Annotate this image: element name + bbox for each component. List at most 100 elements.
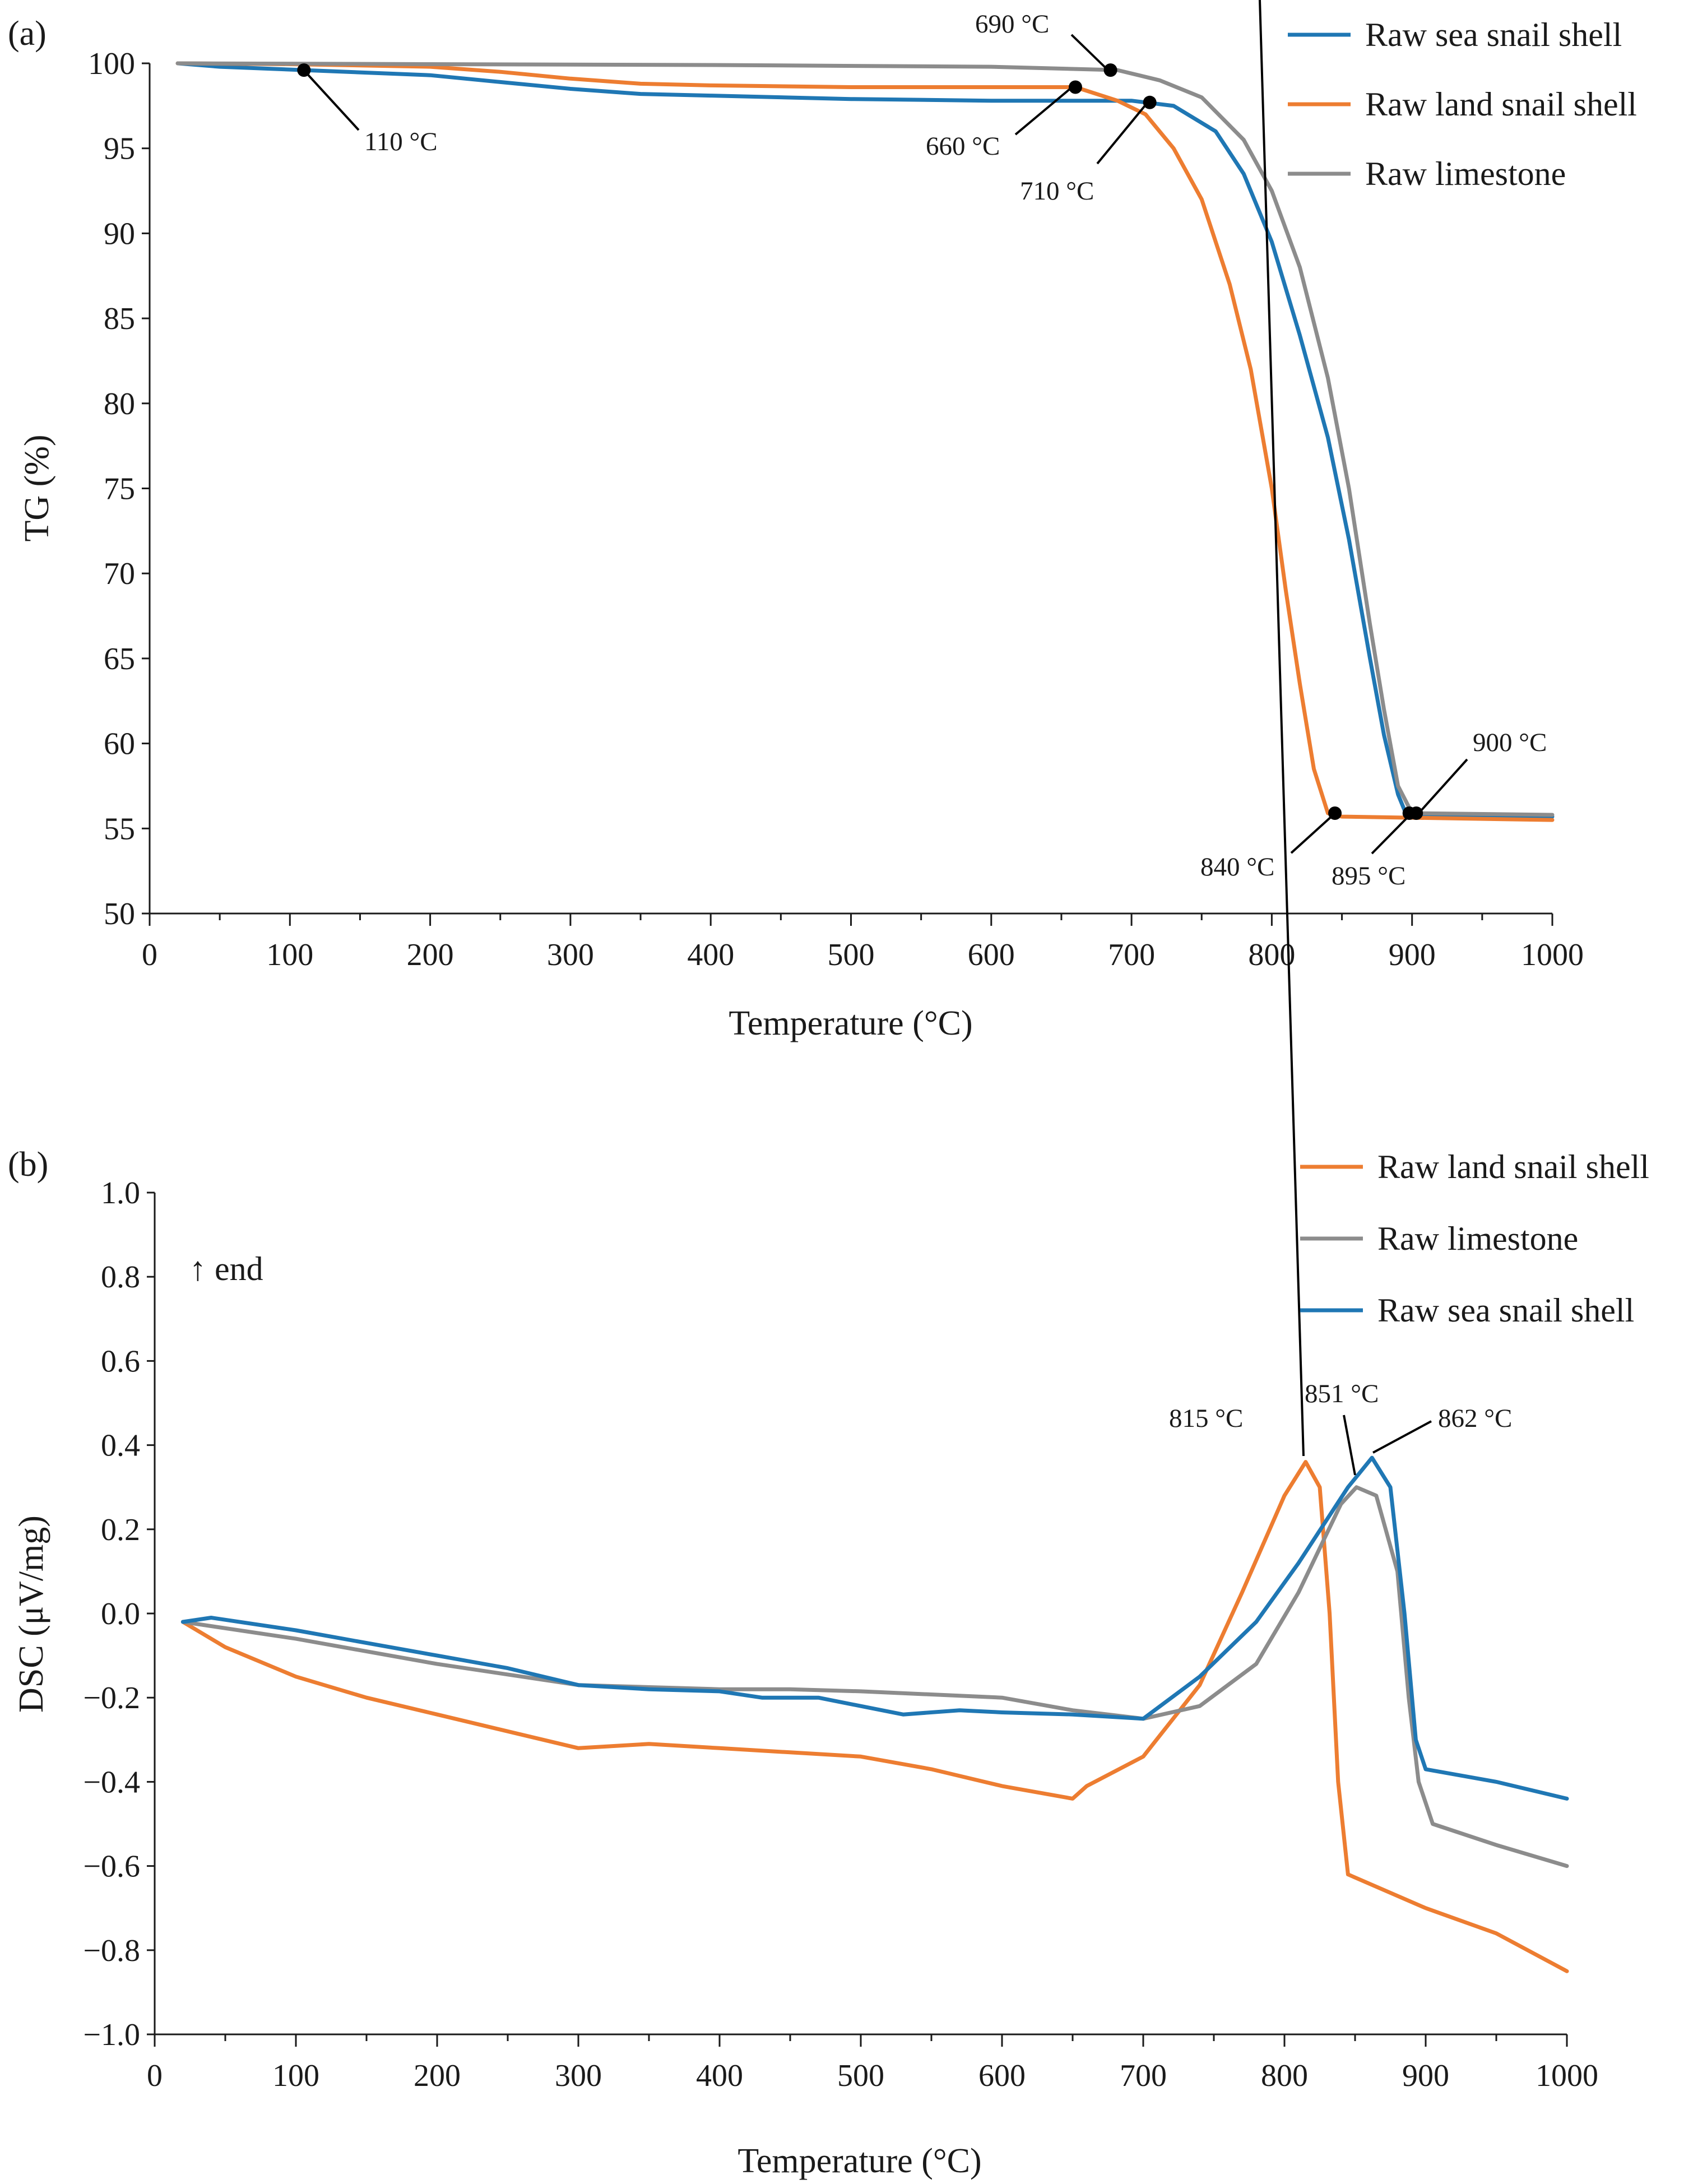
leader-690 [1070, 34, 1108, 71]
y-axis-title-b: DSC (μV/mg) [12, 1515, 50, 1713]
x-ticks-a: 0 100 200 300 400 500 600 700 800 900 1000 [142, 914, 1584, 972]
annotation-label: 862 °C [1438, 1404, 1512, 1433]
y-tick-label: 1.0 [101, 1176, 140, 1211]
annotation-group-b: 815 °C 851 °C 862 °C [1169, 0, 1512, 1476]
series-line-raw-land-snail-shell [175, 61, 1555, 822]
series-line-raw-limestone [180, 1485, 1569, 1868]
annotation-marker [1103, 63, 1117, 77]
x-tick-label: 100 [266, 938, 313, 972]
leader-900 [1416, 758, 1468, 817]
y-tick-label: −0.6 [83, 1849, 140, 1884]
annotation-label: 900 °C [1473, 728, 1547, 757]
y-ticks-a: 50 55 60 65 70 75 80 85 90 95 100 [88, 47, 150, 931]
x-tick-label: 200 [414, 2058, 461, 2093]
annotation-marker [1068, 80, 1082, 94]
x-ticks-b: 0 100 200 300 400 500 600 700 800 900 1000 [147, 2034, 1598, 2093]
y-tick-label: 0.4 [101, 1429, 140, 1463]
y-tick-label: 85 [104, 302, 135, 336]
leader-895 [1371, 814, 1411, 855]
x-tick-label: 1000 [1536, 2058, 1598, 2093]
annotation-marker [297, 63, 311, 77]
legend-label: Raw sea snail shell [1365, 16, 1622, 53]
annotation-marker [1409, 806, 1423, 820]
series-line-raw-sea-snail-shell [175, 61, 1555, 819]
panel-label-a: (a) [8, 15, 47, 53]
x-tick-label: 500 [828, 938, 875, 972]
x-tick-label: 300 [555, 2058, 602, 2093]
annotation-label: 710 °C [1020, 177, 1094, 206]
leader-851 [1343, 1415, 1356, 1476]
y-tick-label: 0.0 [101, 1597, 140, 1631]
y-tick-label: 60 [104, 727, 135, 762]
y-axis-title-a: TG (%) [18, 434, 56, 541]
leader-815 [1259, 0, 1305, 1457]
annotation-label: 815 °C [1169, 1404, 1243, 1433]
x-tick-label: 100 [272, 2058, 319, 2093]
legend-b: Raw land snail shell Raw limestone Raw s… [1300, 1148, 1649, 1329]
series-line-raw-sea-snail-shell [180, 1455, 1569, 1801]
leader-862 [1372, 1420, 1432, 1454]
y-tick-label: 0.2 [101, 1513, 140, 1547]
series-line-raw-land-snail-shell [180, 1460, 1569, 1973]
annotation-label: 895 °C [1332, 861, 1406, 891]
x-tick-label: 700 [1120, 2058, 1167, 2093]
x-tick-label: 300 [547, 938, 594, 972]
x-tick-label: 700 [1108, 938, 1155, 972]
y-tick-label: 80 [104, 387, 135, 421]
y-tick-label: 70 [104, 557, 135, 591]
y-tick-label: −1.0 [83, 2018, 140, 2052]
y-tick-label: 65 [104, 642, 135, 676]
y-ticks-b: −1.0 −0.8 −0.6 −0.4 −0.2 0.0 0.2 0.4 0.6 0.8 1.0 [83, 1176, 155, 2052]
y-tick-label: 0.6 [101, 1344, 140, 1379]
x-tick-label: 800 [1261, 2058, 1308, 2093]
annotation-label: 690 °C [975, 10, 1049, 39]
x-axis-title-b: Temperature (°C) [737, 2142, 981, 2180]
y-tick-label: −0.2 [83, 1681, 140, 1715]
annotation-label: 851 °C [1305, 1379, 1379, 1408]
annotation-marker [1143, 95, 1157, 109]
tg-chart-panel: (a) 50 55 60 65 70 75 80 85 90 95 100 0 100 200 300 40… [8, 10, 1637, 1042]
x-tick-label: 600 [968, 938, 1015, 972]
y-tick-label: 100 [88, 47, 135, 81]
x-tick-label: 500 [837, 2058, 884, 2093]
x-tick-label: 1000 [1521, 938, 1584, 972]
leader-660 [1014, 87, 1071, 136]
x-tick-label: 0 [147, 2058, 163, 2093]
y-tick-label: −0.4 [83, 1765, 140, 1800]
annotation-label: 110 °C [364, 127, 438, 156]
x-axis-title-a: Temperature (°C) [729, 1004, 972, 1042]
legend-label: Raw limestone [1377, 1220, 1578, 1257]
series-line-raw-limestone [175, 61, 1555, 817]
panel-label-b: (b) [8, 1146, 48, 1184]
annotation-group-a: 110 °C 660 °C 690 °C 710 °C 840 °C 895 °… [297, 10, 1547, 891]
x-tick-label: 600 [978, 2058, 1026, 2093]
y-tick-label: 95 [104, 132, 135, 166]
leader-110 [302, 68, 360, 131]
y-tick-label: 50 [104, 897, 135, 931]
x-tick-label: 900 [1402, 2058, 1449, 2093]
legend-label: Raw sea snail shell [1377, 1292, 1634, 1329]
dsc-chart-panel: (b) −1.0 −0.8 −0.6 −0.4 −0.2 0.0 0.2 0.4 0.6 0.8 1… [8, 0, 1649, 2180]
legend-label: Raw limestone [1365, 155, 1566, 192]
series-group-b [180, 1455, 1569, 1973]
x-tick-label: 0 [142, 938, 157, 972]
legend-label: Raw land snail shell [1377, 1148, 1649, 1185]
x-tick-label: 400 [696, 2058, 743, 2093]
series-group-a [175, 61, 1555, 822]
legend-label: Raw land snail shell [1365, 86, 1637, 123]
annotation-label: 840 °C [1200, 852, 1274, 882]
x-tick-label: 200 [407, 938, 454, 972]
y-tick-label: 55 [104, 812, 135, 846]
leader-710 [1096, 103, 1148, 165]
leader-840 [1290, 814, 1334, 854]
y-tick-label: 90 [104, 216, 135, 251]
y-tick-label: 75 [104, 472, 135, 507]
annotation-marker [1328, 806, 1342, 820]
y-tick-label: −0.8 [83, 1933, 140, 1968]
x-tick-label: 900 [1389, 938, 1436, 972]
x-tick-label: 400 [687, 938, 734, 972]
y-tick-label: 0.8 [101, 1260, 140, 1295]
annotation-label: 660 °C [926, 132, 1000, 161]
endotherm-note: ↑ end [189, 1250, 263, 1287]
